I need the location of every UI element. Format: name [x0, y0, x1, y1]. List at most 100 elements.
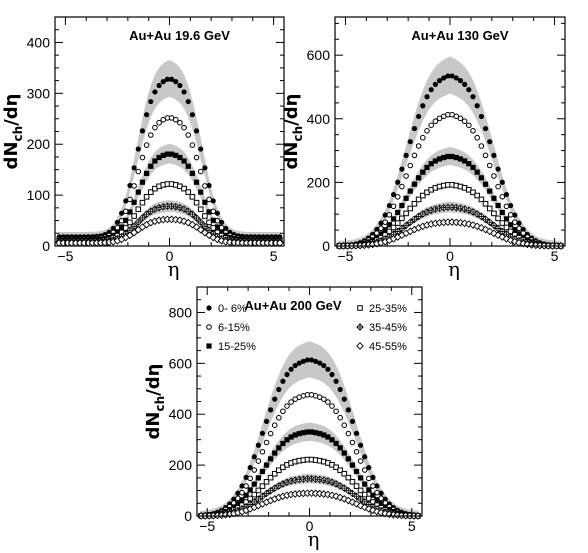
data-point: [235, 490, 241, 496]
data-point: [143, 142, 150, 148]
data-point: [362, 481, 368, 487]
data-point: [386, 222, 392, 228]
data-point: [193, 199, 200, 206]
data-point: [243, 483, 249, 489]
data-point: [320, 476, 328, 484]
data-point: [420, 169, 426, 175]
data-point: [135, 146, 141, 152]
data-point: [156, 154, 162, 161]
data-point: [403, 152, 409, 158]
data-point: [370, 492, 376, 498]
data-point: [325, 366, 331, 372]
data-point: [255, 442, 261, 448]
data-point: [420, 134, 426, 141]
data-point: [477, 212, 486, 221]
data-point: [139, 128, 146, 134]
data-point: [482, 152, 489, 159]
data-point: [486, 205, 493, 212]
data-point: [254, 495, 263, 503]
data-point: [218, 229, 225, 235]
data-point: [485, 218, 494, 226]
data-point: [424, 164, 430, 171]
data-point: [251, 454, 257, 460]
legend-item: 35-45%: [369, 322, 407, 334]
data-point: [358, 442, 364, 448]
data-point: [456, 204, 465, 213]
data-point: [288, 434, 294, 440]
data-point: [168, 151, 175, 157]
data-point: [337, 445, 343, 451]
data-point: [181, 89, 187, 95]
data-point: [340, 495, 349, 503]
data-point: [420, 192, 426, 199]
data-point: [474, 169, 480, 175]
data-point: [135, 206, 142, 213]
data-point: [271, 422, 278, 429]
data-point: [508, 222, 514, 228]
data-point: [192, 214, 201, 222]
data-point: [138, 214, 147, 222]
data-point: [503, 203, 510, 210]
data-point: [462, 158, 468, 164]
data-point: [474, 192, 480, 199]
x-axis-label: η: [168, 257, 180, 281]
data-point: [202, 165, 208, 171]
data-point: [337, 467, 343, 474]
data-point: [304, 429, 311, 435]
data-point: [206, 343, 212, 349]
data-point: [197, 168, 204, 175]
data-point: [366, 464, 372, 471]
data-point: [411, 152, 418, 159]
data-point: [366, 487, 372, 493]
data-point: [503, 191, 510, 198]
data-point: [344, 496, 353, 505]
data-point: [148, 98, 154, 105]
data-point: [251, 467, 258, 473]
data-point: [353, 430, 360, 436]
data-point: [516, 231, 522, 237]
data-point: [357, 487, 364, 494]
legend-item: 0- 6%: [218, 303, 247, 315]
x-tick-label: −5: [199, 518, 215, 534]
data-point: [482, 181, 489, 187]
systematic-band: [58, 200, 281, 244]
data-point: [147, 132, 154, 138]
y-tick-label: 0: [184, 508, 192, 524]
data-point: [177, 82, 183, 89]
data-point: [462, 81, 468, 87]
data-point: [255, 475, 261, 481]
data-point: [424, 128, 430, 134]
data-point: [156, 82, 162, 89]
systematic-band: [58, 143, 281, 243]
data-point: [478, 196, 485, 203]
data-point: [321, 432, 327, 438]
data-point: [284, 437, 290, 443]
data-point: [416, 175, 422, 181]
data-point: [432, 81, 438, 87]
series-open-circle: [56, 115, 283, 242]
data-point: [341, 422, 348, 429]
y-tick-label: 200: [27, 136, 51, 152]
data-point: [361, 467, 368, 473]
chart-title: Au+Au 19.6 GeV: [129, 28, 230, 43]
data-point: [143, 194, 150, 200]
data-point: [341, 470, 348, 477]
data-point: [411, 200, 418, 207]
data-point: [337, 386, 343, 393]
y-tick-label: 200: [307, 174, 331, 190]
data-point: [184, 207, 193, 216]
data-point: [345, 407, 351, 413]
data-point: [407, 139, 413, 145]
data-point: [378, 490, 384, 496]
y-axis-label: dNch/dη: [281, 94, 305, 170]
y-tick-label: 400: [169, 406, 193, 422]
x-tick-label: −5: [337, 248, 353, 264]
data-point: [399, 183, 405, 190]
x-tick-label: 0: [446, 248, 454, 264]
data-point: [441, 154, 447, 161]
data-point: [181, 185, 187, 192]
data-point: [176, 203, 184, 212]
x-axis-label: η: [308, 527, 320, 551]
data-point: [486, 162, 493, 169]
data-point: [487, 139, 493, 145]
